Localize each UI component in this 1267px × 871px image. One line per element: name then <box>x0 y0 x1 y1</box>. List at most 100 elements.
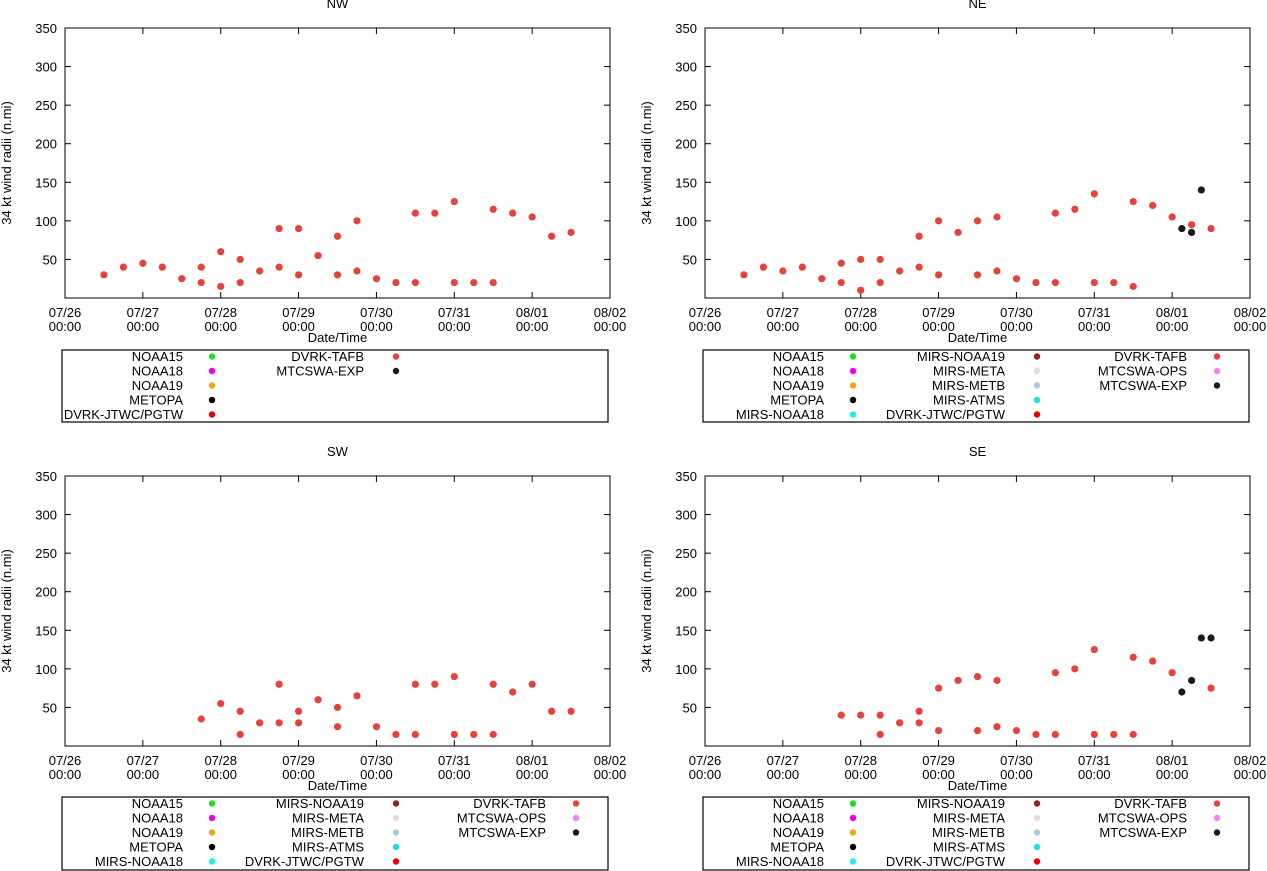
data-point-dvrk-tafb <box>973 726 982 735</box>
y-tick-label: 350 <box>675 469 697 484</box>
data-point-dvrk-tafb <box>275 680 283 688</box>
legend-marker <box>208 396 216 404</box>
data-point-dvrk-tafb <box>567 228 575 237</box>
data-point-dvrk-tafb <box>1071 205 1079 213</box>
x-tick-label-date: 07/29 <box>282 753 315 768</box>
x-tick-label-date: 08/01 <box>1156 753 1189 768</box>
y-axis-label: 34 kt wind radii (n.mi) <box>0 549 14 673</box>
x-tick-label-time: 00:00 <box>689 767 722 782</box>
legend-marker <box>392 829 400 836</box>
legend-marker <box>208 353 216 360</box>
legend-marker <box>1213 814 1221 822</box>
data-point-dvrk-tafb <box>217 282 225 291</box>
x-tick-label-date: 08/01 <box>516 753 549 768</box>
y-tick-label: 150 <box>35 623 57 638</box>
panel-nw: 3503002502001501005007/2600:0007/2700:00… <box>0 0 626 423</box>
y-tick-label: 100 <box>675 662 697 677</box>
data-point-dvrk-tafb <box>372 275 381 283</box>
data-point-dvrk-tafb <box>934 726 943 735</box>
data-point-dvrk-tafb <box>275 719 283 727</box>
data-point-dvrk-tafb <box>876 278 884 287</box>
y-tick-label: 300 <box>35 508 57 523</box>
x-axis-label: Date/Time <box>948 330 1007 345</box>
data-point-dvrk-tafb <box>954 676 962 685</box>
x-tick-label-date: 07/28 <box>204 305 237 320</box>
x-tick-label-time: 00:00 <box>438 319 471 334</box>
data-point-dvrk-tafb <box>798 263 806 271</box>
x-tick-label-date: 08/02 <box>1234 305 1267 320</box>
data-point-dvrk-tafb <box>1051 730 1059 739</box>
legend-label: NOAA15 <box>773 796 824 811</box>
legend-label: MTCSWA-OPS <box>457 811 546 826</box>
x-tick-label-time: 00:00 <box>438 767 471 782</box>
data-point-dvrk-tafb <box>1032 278 1040 287</box>
data-point-dvrk-tafb <box>915 232 923 240</box>
panel-se: 3503002502001501005007/2600:0007/2700:00… <box>639 444 1267 871</box>
x-tick-label-date: 07/27 <box>767 753 800 768</box>
legend-label: NOAA18 <box>773 364 824 379</box>
y-tick-label: 250 <box>675 546 697 561</box>
data-point-dvrk-tafb <box>740 271 748 279</box>
x-tick-label-time: 00:00 <box>594 767 627 782</box>
x-tick-label-time: 00:00 <box>767 319 800 334</box>
y-tick-label: 350 <box>35 469 57 484</box>
data-point-dvrk-tafb <box>236 278 244 287</box>
x-tick-label-time: 00:00 <box>844 319 877 334</box>
legend-label: MIRS-NOAA19 <box>276 796 364 811</box>
legend-label: NOAA18 <box>773 811 824 826</box>
legend-marker <box>1033 829 1041 836</box>
legend-label: MIRS-METB <box>932 378 1005 393</box>
x-tick-label-date: 07/27 <box>127 305 160 320</box>
x-tick-label-time: 00:00 <box>282 767 315 782</box>
x-tick-label-time: 00:00 <box>922 319 955 334</box>
data-point-dvrk-tafb <box>1207 684 1215 692</box>
y-tick-label: 50 <box>43 700 57 715</box>
data-point-mtcswa-exp <box>1178 688 1186 696</box>
x-tick-label-time: 00:00 <box>127 767 160 782</box>
data-point-dvrk-tafb <box>528 680 536 688</box>
data-point-dvrk-tafb <box>876 255 884 264</box>
y-tick-label: 250 <box>35 546 57 561</box>
data-point-dvrk-tafb <box>470 278 478 287</box>
x-tick-label-date: 07/29 <box>922 753 955 768</box>
y-tick-label: 50 <box>43 252 57 267</box>
y-tick-label: 250 <box>35 98 57 113</box>
data-point-dvrk-tafb <box>197 715 205 723</box>
y-tick-label: 200 <box>35 137 57 152</box>
data-point-dvrk-tafb <box>100 271 108 279</box>
x-tick-label-date: 07/31 <box>438 753 471 768</box>
legend-marker <box>1213 367 1221 375</box>
legend-marker <box>392 843 400 851</box>
legend-marker <box>1033 858 1041 865</box>
plot-frame <box>64 27 611 299</box>
legend-box <box>61 796 609 871</box>
x-tick-label-time: 00:00 <box>360 319 393 334</box>
legend-label: MIRS-NOAA19 <box>917 349 1005 364</box>
data-point-dvrk-tafb <box>934 684 943 692</box>
y-tick-label: 100 <box>35 214 57 229</box>
data-point-dvrk-tafb <box>857 711 865 719</box>
panel-ne: 3503002502001501005007/2600:0007/2700:00… <box>639 0 1267 423</box>
data-point-dvrk-tafb <box>450 197 458 206</box>
data-point-dvrk-tafb <box>294 271 303 279</box>
data-point-dvrk-tafb <box>1090 730 1098 739</box>
panel-sw: 3503002502001501005007/2600:0007/2700:00… <box>0 444 627 871</box>
legend-label: DVRK-TAFB <box>1114 349 1187 364</box>
legend-label: NOAA15 <box>132 349 183 364</box>
data-point-dvrk-tafb <box>876 730 884 739</box>
data-point-dvrk-tafb <box>236 730 244 739</box>
x-tick-label-date: 07/26 <box>689 753 722 768</box>
x-tick-label-date: 08/02 <box>1234 753 1267 768</box>
data-point-dvrk-tafb <box>1051 669 1059 677</box>
x-tick-label-time: 00:00 <box>360 767 393 782</box>
data-point-dvrk-tafb <box>489 278 497 287</box>
data-point-dvrk-tafb <box>915 707 923 715</box>
data-point-dvrk-tafb <box>411 680 419 688</box>
legend-marker <box>849 800 857 807</box>
legend-label: NOAA19 <box>132 378 183 393</box>
data-point-dvrk-tafb <box>353 267 361 275</box>
legend-marker <box>208 800 216 807</box>
data-point-dvrk-tafb <box>353 217 361 225</box>
data-point-dvrk-tafb <box>1207 224 1215 233</box>
